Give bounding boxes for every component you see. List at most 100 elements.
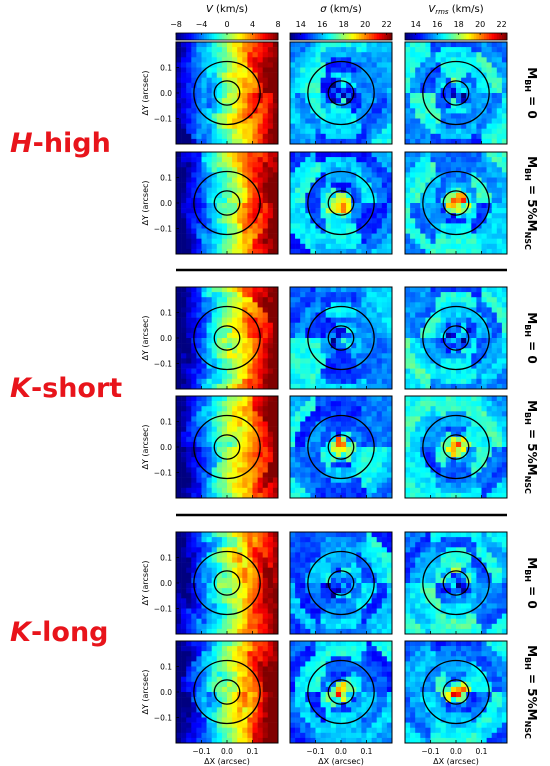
map-cell xyxy=(252,312,258,318)
map-cell xyxy=(330,47,337,53)
map-cell xyxy=(371,373,377,380)
map-cell xyxy=(191,401,197,407)
map-cell xyxy=(191,317,197,323)
map-cell xyxy=(201,228,207,234)
map-cell xyxy=(237,162,243,168)
map-cell xyxy=(232,378,238,385)
map-cell xyxy=(461,108,467,114)
map-cell xyxy=(191,482,197,489)
map-cell xyxy=(415,332,421,339)
map-cell xyxy=(496,152,503,158)
map-cell xyxy=(272,472,279,478)
map-cell xyxy=(300,192,306,199)
map-cell xyxy=(300,411,306,417)
map-cell xyxy=(211,322,218,329)
map-cell xyxy=(366,348,372,354)
map-cell xyxy=(471,228,477,234)
map-cell xyxy=(310,297,316,303)
map-cell xyxy=(257,482,263,489)
map-cell xyxy=(386,203,393,209)
map-cell xyxy=(405,363,411,369)
map-cell xyxy=(410,317,416,323)
map-cell xyxy=(386,182,393,188)
map-cell xyxy=(320,103,326,109)
map-cell xyxy=(420,492,426,499)
map-cell xyxy=(435,353,441,359)
map-cell xyxy=(310,482,316,489)
map-cell xyxy=(186,248,192,255)
map-cell xyxy=(267,103,274,109)
map-cell xyxy=(386,492,393,499)
map-cell xyxy=(186,353,192,359)
map-cell xyxy=(371,297,377,303)
map-cell xyxy=(466,482,472,489)
map-cell xyxy=(252,457,258,463)
map-cell xyxy=(252,233,258,239)
map-cell xyxy=(376,82,383,89)
map-cell xyxy=(221,118,228,124)
map-cell xyxy=(300,213,306,219)
map-cell xyxy=(486,248,492,255)
map-cell xyxy=(351,343,357,349)
map-cell xyxy=(216,477,223,483)
map-cell xyxy=(371,317,377,323)
map-cell xyxy=(196,348,202,354)
map-cell xyxy=(450,98,457,104)
map-cell xyxy=(242,343,248,349)
map-cell xyxy=(366,312,372,318)
map-cell xyxy=(440,157,447,163)
map-cell xyxy=(346,208,352,214)
map-cell xyxy=(211,108,218,114)
map-cell xyxy=(376,307,383,313)
map-cell xyxy=(232,113,238,119)
map-cell xyxy=(186,197,192,204)
map-cell xyxy=(361,167,367,173)
map-cell xyxy=(341,338,347,344)
map-cell xyxy=(257,396,263,402)
colorbar-segment xyxy=(458,33,462,40)
map-cell xyxy=(456,396,462,402)
map-cell xyxy=(267,162,274,168)
map-cell xyxy=(252,492,258,499)
map-cell xyxy=(456,436,462,443)
map-cell xyxy=(252,213,258,219)
map-cell xyxy=(262,192,269,199)
map-cell xyxy=(227,238,233,245)
map-cell xyxy=(176,192,182,199)
map-cell xyxy=(247,82,253,89)
map-cell xyxy=(501,187,508,194)
map-cell xyxy=(196,187,202,194)
map-cell xyxy=(315,322,321,329)
map-cell xyxy=(420,187,426,194)
map-cell xyxy=(305,292,311,298)
map-cell xyxy=(216,457,223,463)
map-cell xyxy=(186,82,192,89)
map-cell xyxy=(237,72,243,78)
map-cell xyxy=(201,378,207,385)
map-cell xyxy=(335,238,342,245)
map-cell xyxy=(341,406,347,412)
map-cell xyxy=(216,452,223,458)
map-cell xyxy=(252,482,258,489)
map-cell xyxy=(381,187,388,194)
map-cell xyxy=(237,47,243,53)
map-cell xyxy=(206,431,212,438)
map-cell xyxy=(420,462,426,468)
map-cell xyxy=(295,312,301,318)
map-cell xyxy=(252,113,258,119)
map-cell xyxy=(366,416,372,422)
map-cell xyxy=(376,343,383,349)
map-cell xyxy=(456,167,462,173)
map-cell xyxy=(191,82,197,89)
map-cell xyxy=(371,327,377,334)
map-cell xyxy=(206,103,212,109)
map-cell xyxy=(501,103,508,109)
map-cell xyxy=(242,406,248,412)
colorbar-segment xyxy=(384,33,388,40)
map-cell xyxy=(206,447,212,453)
map-cell xyxy=(466,317,472,323)
map-cell xyxy=(445,447,452,453)
map-cell xyxy=(466,312,472,318)
map-cell xyxy=(325,213,332,219)
map-cell xyxy=(405,192,411,199)
